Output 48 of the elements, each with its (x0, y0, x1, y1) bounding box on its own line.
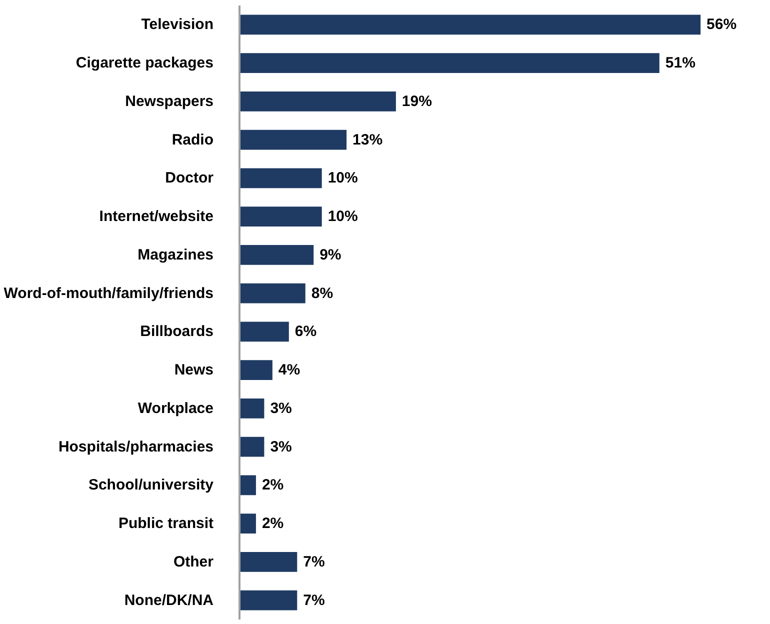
y-tick-label: Cigarette packages (76, 54, 214, 72)
data-label: 3% (270, 438, 292, 456)
bar (240, 14, 701, 35)
data-label: 10% (328, 170, 358, 187)
data-label: 8% (311, 284, 334, 302)
bar (240, 130, 347, 150)
y-tick-label: News (174, 362, 214, 379)
data-label: 4% (278, 362, 300, 379)
bar (240, 398, 264, 418)
bar (240, 590, 298, 610)
bar (240, 206, 322, 227)
y-tick-label: Television (141, 16, 214, 34)
data-label: 9% (320, 246, 342, 264)
y-tick-label: Magazines (138, 246, 214, 264)
bar (240, 91, 396, 112)
data-label: 56% (706, 16, 737, 34)
bar (240, 168, 322, 188)
y-tick-label: None/DK/NA (124, 592, 214, 609)
y-tick-label: School/university (88, 476, 214, 494)
bar (240, 436, 264, 457)
data-label: 10% (328, 208, 358, 226)
data-label: 3% (270, 400, 292, 417)
y-tick-label: Workplace (138, 400, 214, 417)
y-tick-label: Radio (172, 131, 214, 148)
data-label: 6% (294, 323, 317, 340)
data-label: 19% (402, 92, 432, 110)
bar (240, 322, 289, 342)
y-tick-label: Hospitals/pharmacies (58, 438, 214, 456)
bar (240, 283, 306, 304)
data-label: 2% (262, 515, 284, 532)
y-tick-label: Newspapers (125, 92, 214, 110)
data-label: 7% (303, 592, 325, 609)
bar (240, 514, 256, 534)
bar (240, 475, 256, 496)
y-tick-label: Internet/website (99, 208, 214, 226)
bar (240, 53, 660, 74)
y-tick-label: Word-of-mouth/family/friends (4, 284, 214, 302)
data-label: 51% (665, 54, 696, 72)
bar (240, 360, 272, 380)
bar (240, 552, 298, 572)
bar (240, 244, 314, 265)
data-label: 2% (262, 476, 284, 494)
y-tick-label: Public transit (118, 515, 214, 532)
y-tick-label: Billboards (140, 323, 214, 340)
data-label: 13% (352, 131, 383, 148)
y-tick-label: Other (173, 553, 214, 570)
data-label: 7% (303, 553, 325, 570)
y-tick-label: Doctor (165, 170, 214, 187)
